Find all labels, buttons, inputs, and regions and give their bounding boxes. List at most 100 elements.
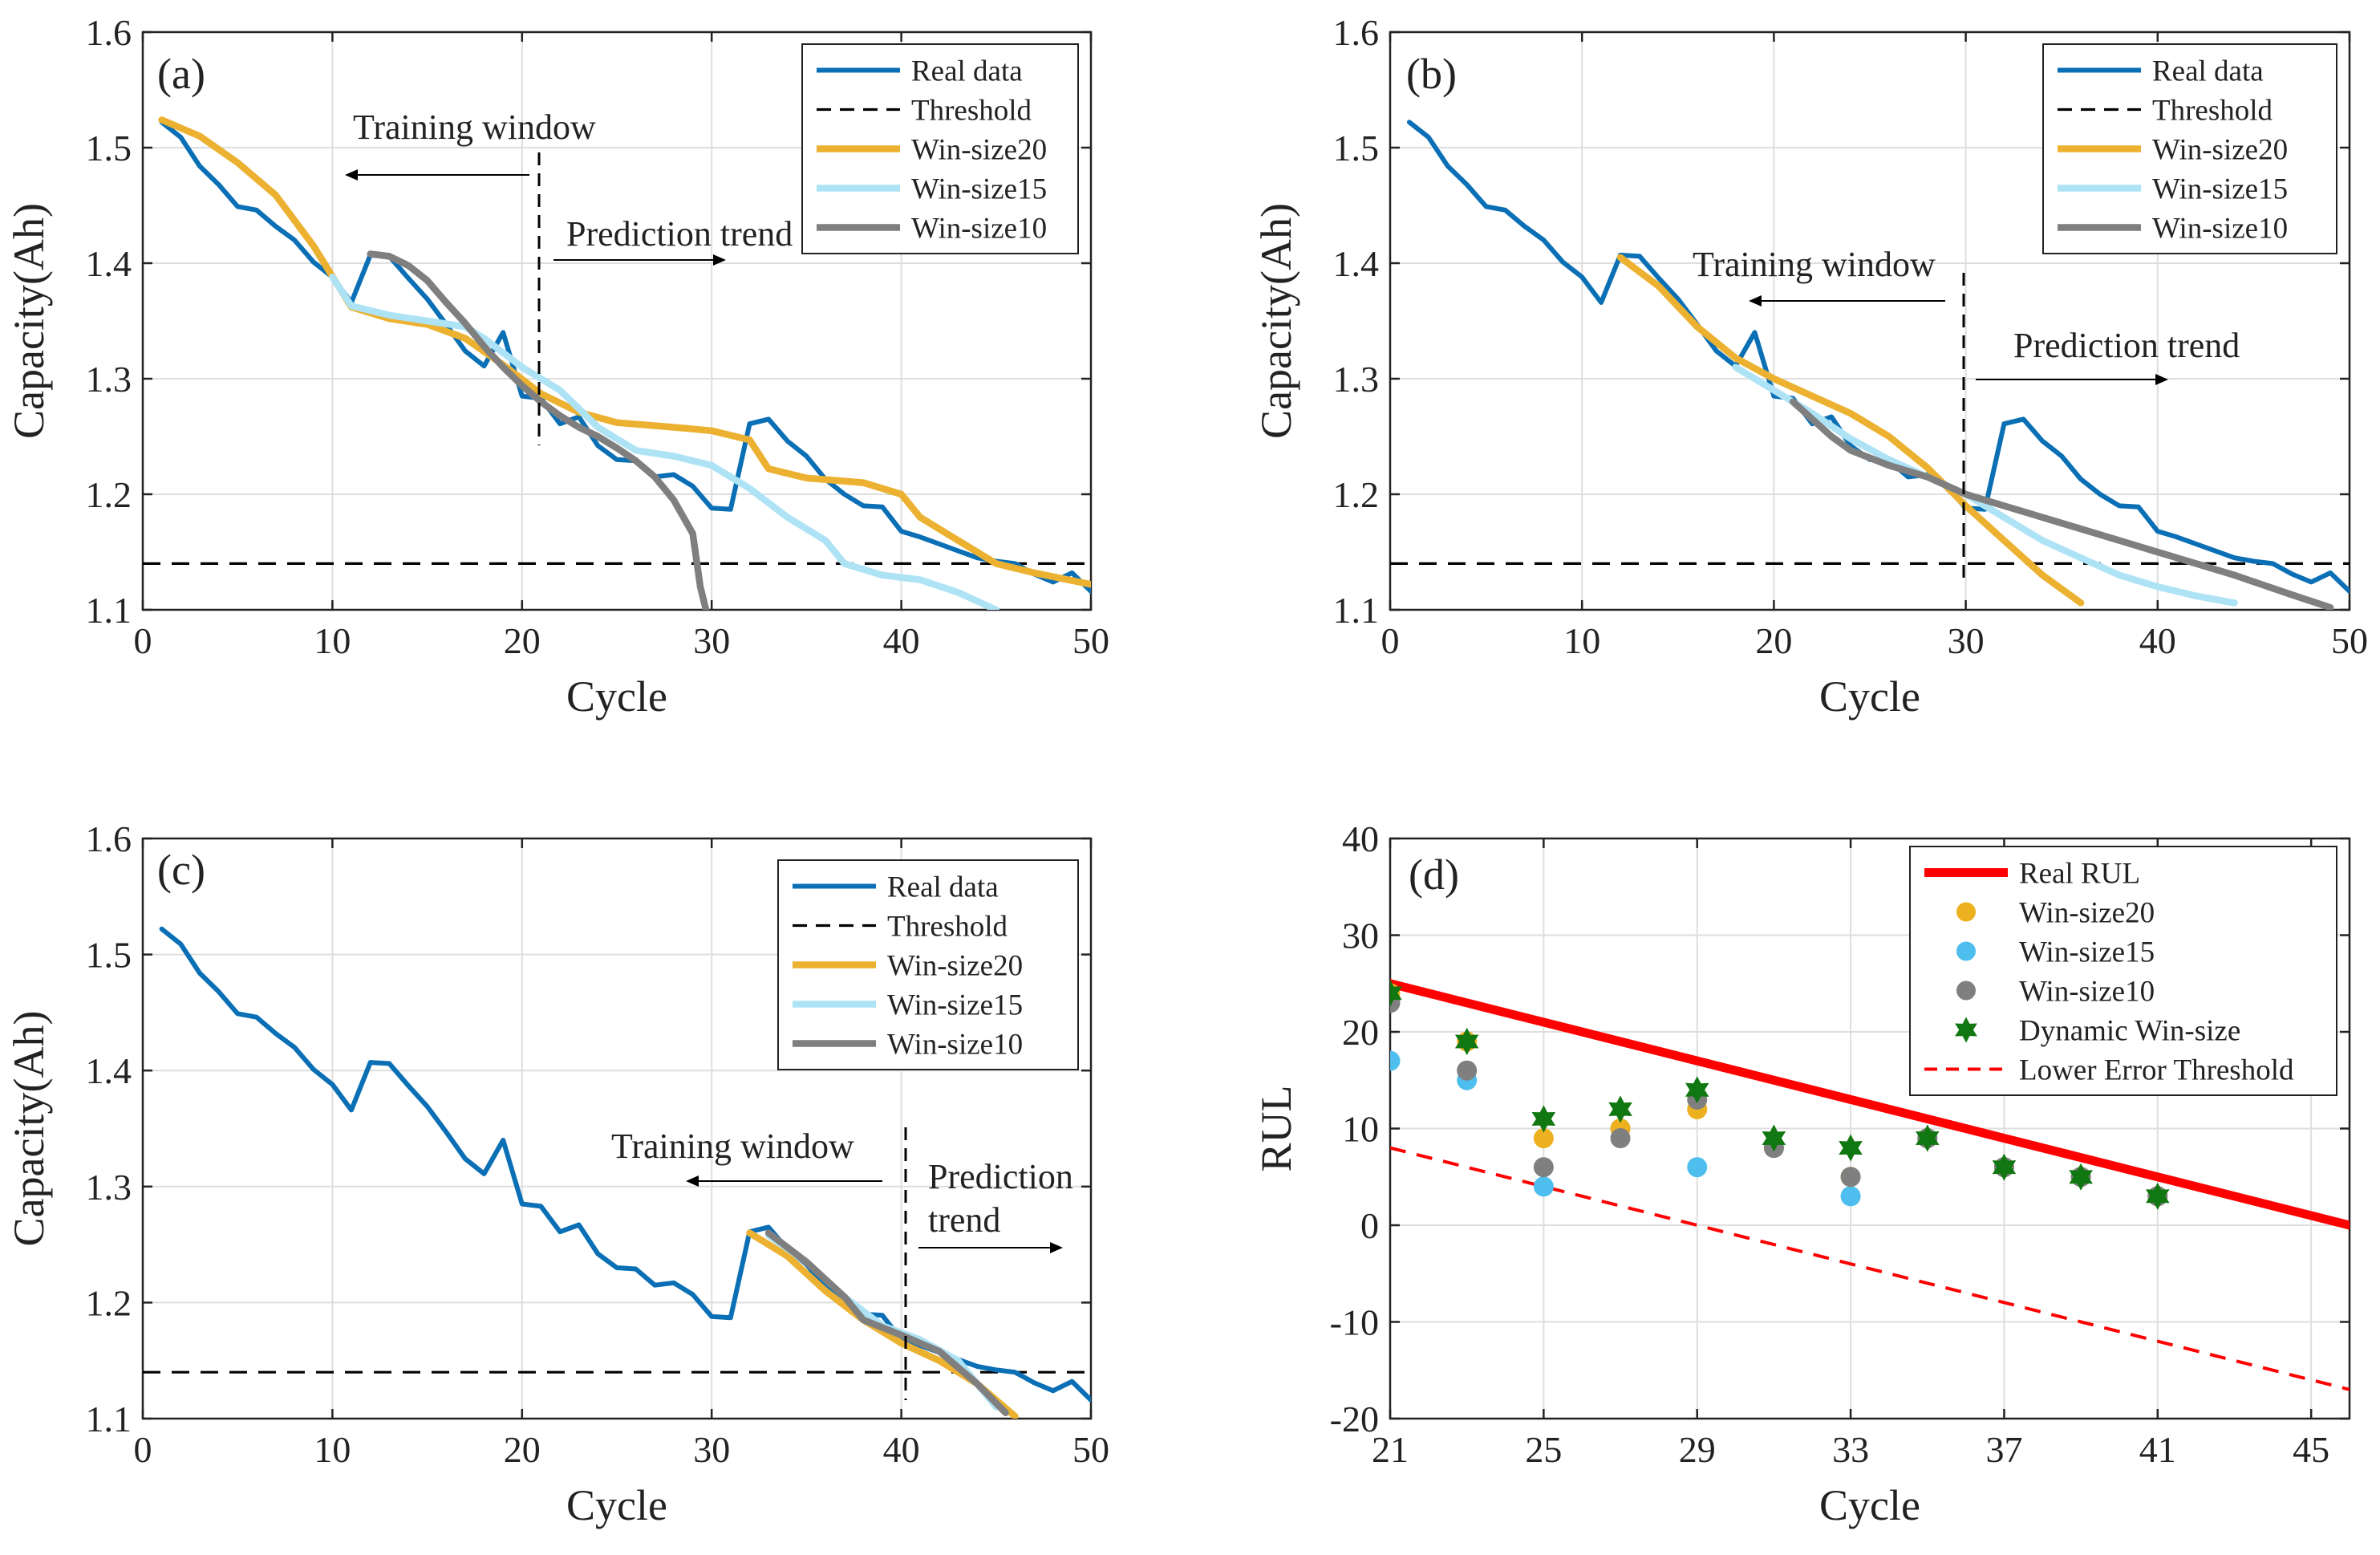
legend-box (1909, 846, 2337, 1096)
x-tick-label: 0 (1381, 620, 1400, 661)
x-tick-label: 50 (2331, 620, 2368, 661)
panel-b: 0 10 20 30 40 50 1.1 1.2 1.3 1.4 1.5 1.6 Cycle Capaci… (1252, 12, 2368, 721)
training-arrow-head (686, 1175, 699, 1187)
y-tick-label: 1.6 (1333, 12, 1380, 53)
legend-label-real: Real data (2152, 55, 2264, 88)
y-tick-label: 1.4 (86, 243, 132, 284)
y-tick-label: -10 (1330, 1302, 1379, 1343)
y-tick-label: 1.3 (86, 359, 132, 400)
legend-label-rul_win20: Win-size20 (2019, 897, 2155, 930)
x-tick-label: 21 (1372, 1429, 1409, 1470)
y-tick-label: 1.6 (86, 818, 132, 859)
legend-label-win15: Win-size15 (2152, 173, 2288, 206)
legend-label-win15: Win-size15 (911, 173, 1047, 206)
x-tick-label: 50 (1072, 620, 1109, 661)
y-tick-label: 1.2 (1333, 474, 1380, 515)
marker-dynamic (1685, 1076, 1709, 1104)
y-tick-label: 20 (1342, 1012, 1379, 1053)
panel-a: 0 10 20 30 40 50 1.1 1.2 1.3 1.4 1.5 1.6 Cycle Capaci… (5, 12, 1109, 721)
x-tick-label: 20 (504, 1429, 541, 1470)
y-tick-label: 1.2 (86, 1282, 132, 1323)
marker-rul_win15 (1687, 1157, 1708, 1178)
legend-label-real: Real data (887, 871, 999, 904)
panel-d: 21 25 29 33 37 41 45 -20 -10 0 10 20 30 40 Cycle RUL (d)… (1252, 818, 2351, 1529)
x-tick-label: 45 (2293, 1429, 2329, 1470)
series-line-win20 (158, 116, 1091, 588)
legend-swatch-rul_win20 (1956, 902, 1976, 922)
series-group (143, 926, 1091, 1419)
series-line-win20 (1616, 254, 2085, 607)
legend-swatch-dynamic (1955, 1017, 1977, 1043)
training-arrow-head (1749, 295, 1762, 307)
x-tick-label: 0 (134, 1429, 152, 1470)
series-group (1390, 120, 2350, 610)
legend-label-real: Real data (911, 55, 1023, 88)
x-tick-label: 20 (1755, 620, 1792, 661)
y-axis-label: Capacity(Ah) (5, 203, 53, 439)
marker-dynamic (1762, 1124, 1786, 1152)
panel-letter: (a) (157, 50, 205, 98)
y-tick-label: 1.5 (1333, 128, 1380, 168)
marker-dynamic (1390, 979, 1402, 1007)
x-axis-label: Cycle (1819, 1481, 1920, 1529)
x-tick-label: 10 (314, 1429, 351, 1470)
marker-dynamic (1454, 1027, 1479, 1056)
prediction-trend-label: Prediction trend (566, 214, 793, 254)
legend-label-win20: Win-size20 (887, 950, 1023, 983)
legend-swatch-rul_win15 (1956, 941, 1976, 961)
x-axis-label: Cycle (566, 672, 667, 721)
y-axis-label: Capacity(Ah) (5, 1011, 53, 1247)
legend-label-rul_real: Real RUL (2019, 858, 2140, 891)
axes-frame (1389, 30, 2351, 611)
series-line-rul_real (1390, 979, 2350, 1230)
marker-rul_win15 (1533, 1176, 1554, 1197)
y-tick-label: 1.4 (1333, 243, 1380, 284)
legend: Real RUL Win-size20 Win-size15 Win-size10 Dy… (1909, 846, 2337, 1096)
marker-dynamic (1531, 1105, 1556, 1133)
series-line-win10 (367, 250, 710, 610)
marker-dynamic (2145, 1182, 2170, 1210)
x-tick-label: 30 (693, 620, 730, 661)
x-tick-label: 40 (883, 1429, 920, 1470)
prediction-trend-label: Prediction trend (2013, 326, 2240, 365)
panel-c: 0 10 20 30 40 50 1.1 1.2 1.3 1.4 1.5 1.6 Cycle Capaci… (5, 818, 1109, 1529)
training-window-label: Training window (1693, 245, 1936, 284)
x-tick-label: 10 (314, 620, 351, 661)
series-line-win15 (329, 274, 1000, 610)
x-tick-label: 40 (883, 620, 920, 661)
y-tick-label: 1.6 (86, 12, 132, 53)
panel-letter: (b) (1406, 50, 1457, 98)
legend-label-lower_error: Lower Error Threshold (2019, 1054, 2294, 1087)
annotations: Training window Prediction trend (1693, 245, 2240, 582)
legend-label-rul_win10: Win-size10 (2019, 976, 2155, 1009)
x-axis-label: Cycle (1819, 672, 1920, 721)
x-tick-label: 0 (134, 620, 152, 661)
training-window-label: Training window (353, 108, 596, 147)
legend-label-win20: Win-size20 (911, 134, 1047, 167)
prediction-trend-label-line1: Prediction (928, 1157, 1073, 1196)
x-axis-label: Cycle (566, 1481, 667, 1529)
series-line-win10 (1790, 398, 2334, 610)
series-line-win15 (1732, 363, 2238, 607)
legend-label-win10: Win-size10 (2152, 213, 2288, 246)
panel-letter: (d) (1409, 851, 1459, 899)
marker-rul_win20 (1533, 1128, 1554, 1149)
annotations: Training window Prediction trend (611, 1127, 1073, 1400)
legend-label-win15: Win-size15 (887, 989, 1023, 1022)
y-tick-label: 1.1 (1333, 590, 1380, 631)
legend: Real data Threshold Win-size20 Win-size15 Wi… (801, 43, 1079, 254)
y-tick-label: 1.1 (86, 590, 132, 631)
annotations: Training window Prediction trend (345, 108, 793, 445)
marker-dynamic (1915, 1124, 1940, 1152)
y-tick-label: 1.3 (1333, 359, 1380, 400)
x-tick-label: 30 (693, 1429, 730, 1470)
legend-label-win20: Win-size20 (2152, 134, 2288, 167)
series-group (1390, 979, 2350, 1391)
y-tick-label: 1.4 (86, 1050, 132, 1091)
x-tick-label: 10 (1563, 620, 1600, 661)
x-tick-label: 20 (504, 620, 541, 661)
axes-frame (141, 30, 1093, 611)
x-tick-label: 30 (1948, 620, 1985, 661)
marker-rul_win15 (1390, 1050, 1401, 1071)
